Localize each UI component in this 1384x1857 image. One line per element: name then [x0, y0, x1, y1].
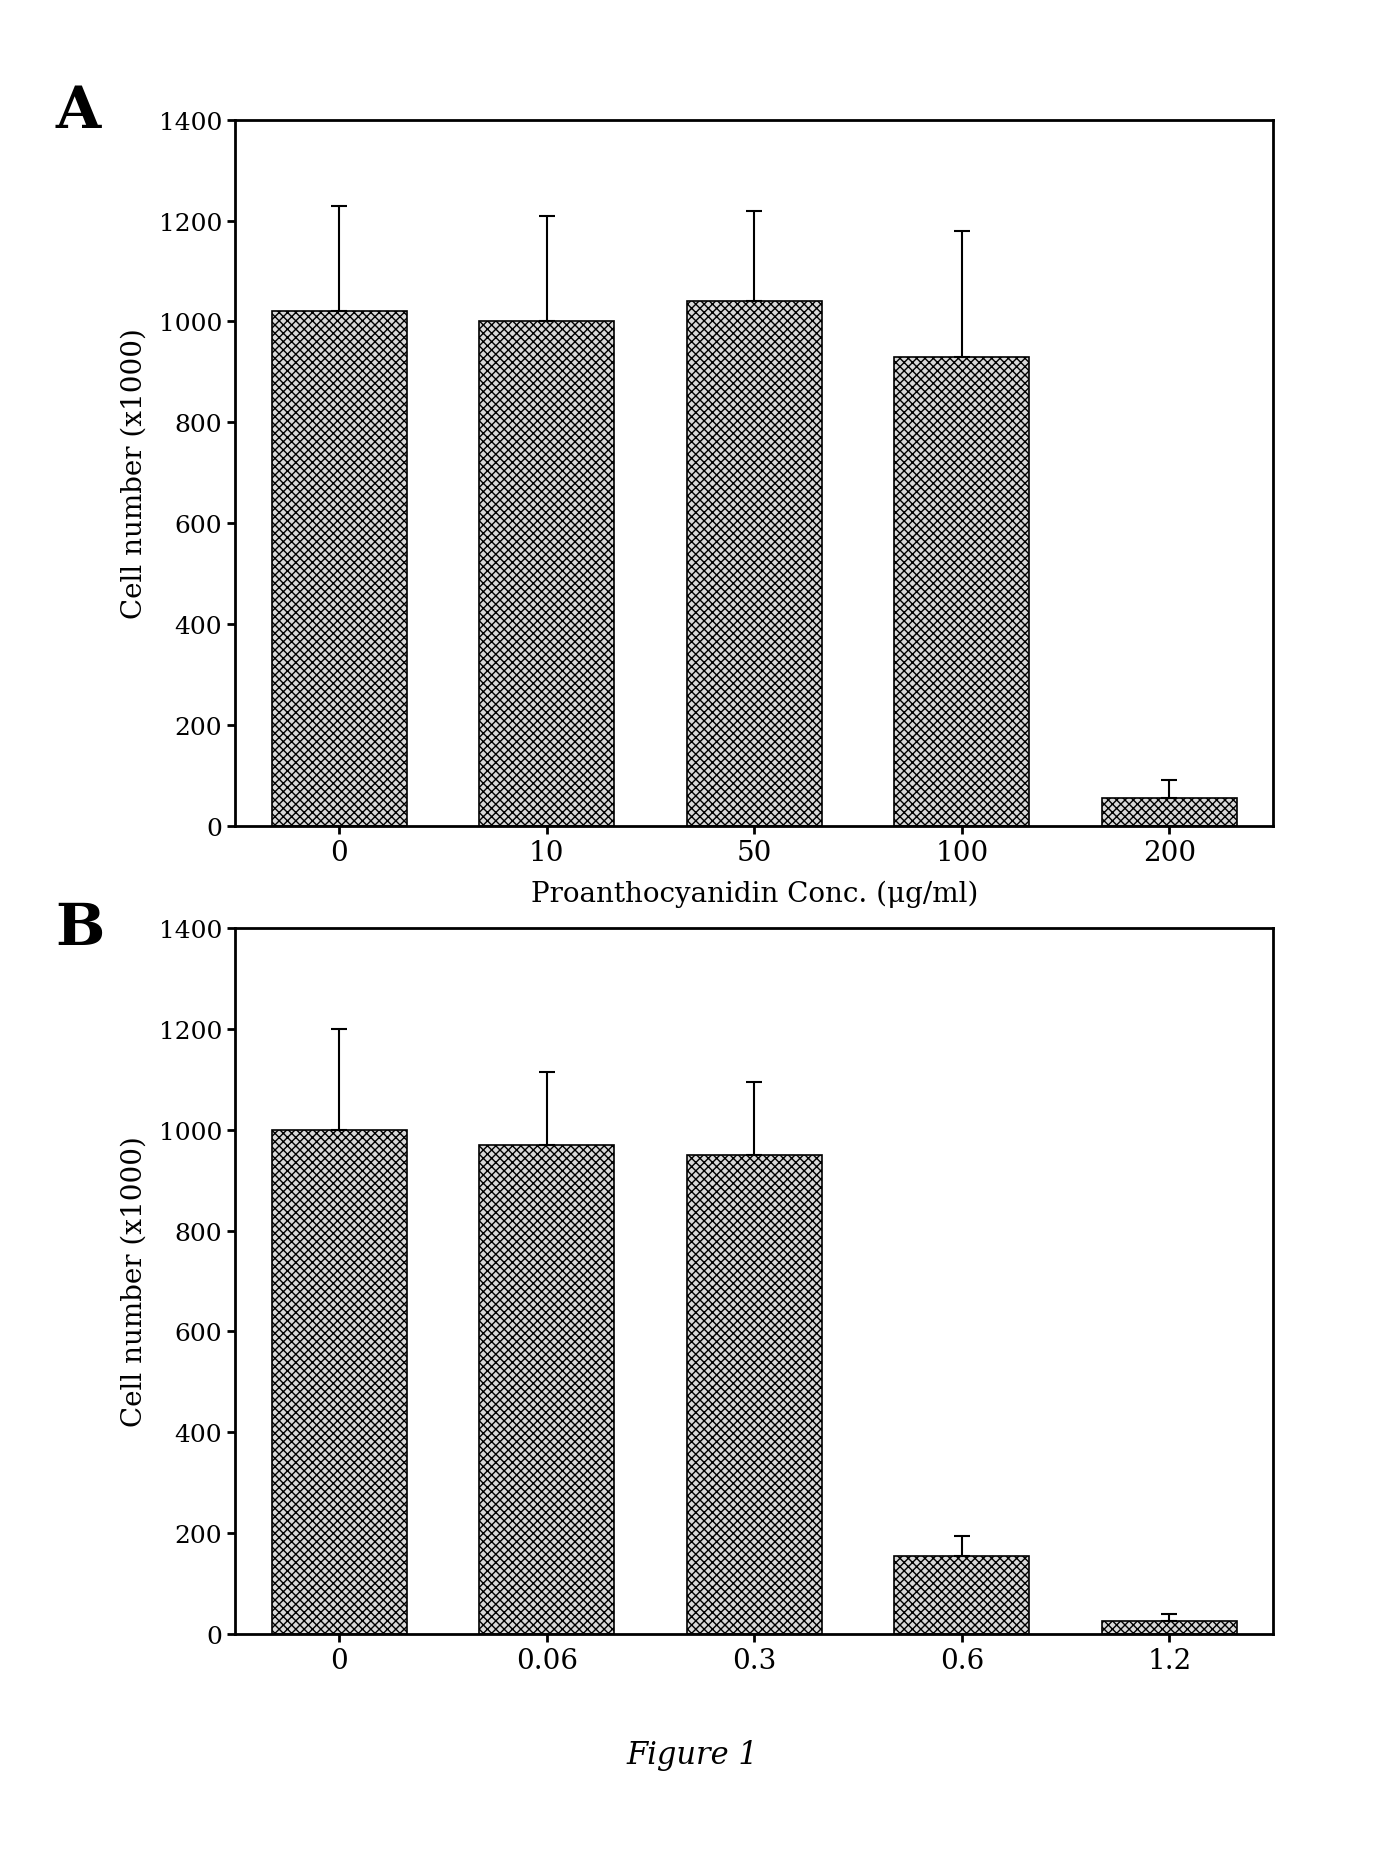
Bar: [686, 1155, 822, 1634]
Text: Figure 1: Figure 1: [626, 1740, 758, 1770]
Y-axis label: Cell number (x1000): Cell number (x1000): [120, 1136, 148, 1426]
Bar: [271, 312, 407, 826]
Bar: [894, 1556, 1030, 1634]
Bar: [1102, 799, 1237, 826]
Bar: [271, 1131, 407, 1634]
Bar: [686, 303, 822, 826]
Y-axis label: Cell number (x1000): Cell number (x1000): [120, 329, 148, 618]
Bar: [479, 1146, 614, 1634]
Bar: [894, 358, 1030, 826]
Bar: [479, 323, 614, 826]
Text: B: B: [55, 901, 105, 956]
Text: A: A: [55, 84, 101, 139]
Bar: [1102, 1621, 1237, 1634]
X-axis label: Proanthocyanidin Conc. (μg/ml): Proanthocyanidin Conc. (μg/ml): [530, 880, 978, 908]
